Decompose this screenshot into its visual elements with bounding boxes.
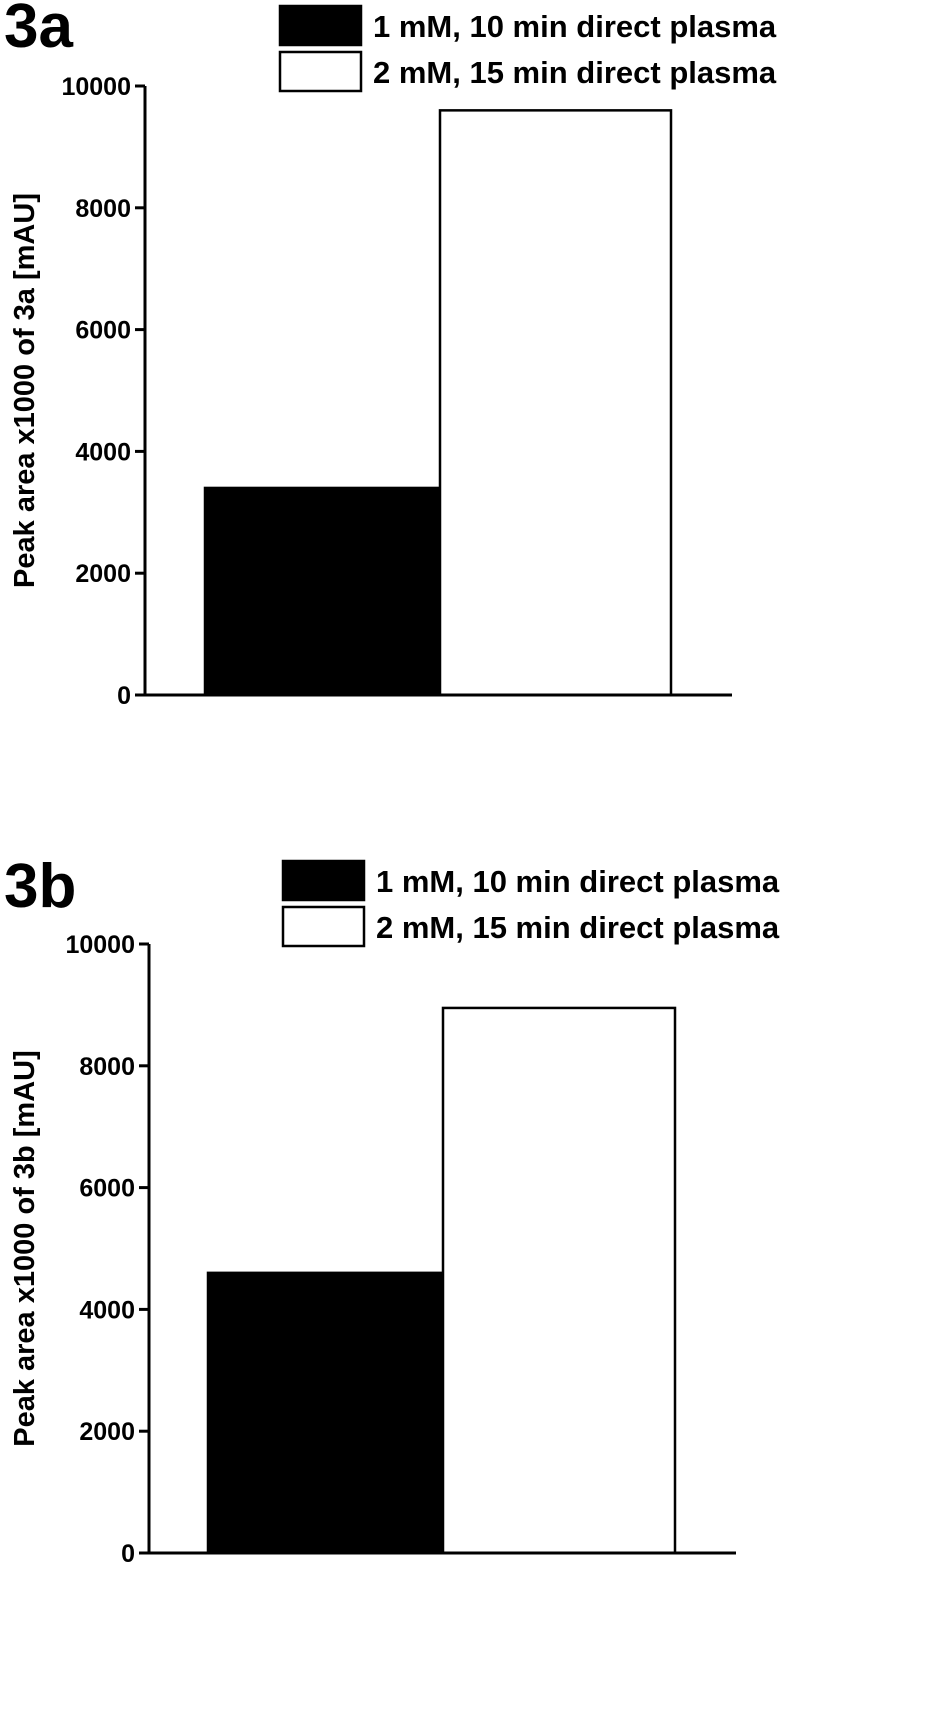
y-tick-label: 0: [117, 682, 131, 710]
legend-swatch: [278, 50, 363, 93]
y-tick-label: 2000: [79, 1418, 135, 1446]
panel-label: 3a: [4, 0, 73, 61]
y-tick-label: 8000: [75, 195, 131, 223]
y-tick-label: 4000: [75, 438, 131, 466]
y-axis-title: Peak area x1000 of 3a [mAU]: [9, 193, 41, 588]
y-tick-label: 8000: [79, 1053, 135, 1081]
bar: [438, 109, 673, 697]
panel-label: 3b: [4, 852, 76, 921]
y-tick-label: 10000: [61, 73, 131, 101]
legend-label: 2 mM, 15 min direct plasma: [373, 55, 777, 90]
legend-swatch: [281, 905, 366, 948]
y-tick-label: 10000: [65, 931, 135, 959]
legend-swatch: [278, 4, 363, 47]
y-axis-title: Peak area x1000 of 3b [mAU]: [9, 1050, 41, 1447]
legend-label: 1 mM, 10 min direct plasma: [376, 864, 780, 899]
bar: [206, 1271, 445, 1555]
legend-label: 1 mM, 10 min direct plasma: [373, 9, 777, 44]
y-tick-label: 6000: [75, 317, 131, 345]
y-tick-label: 2000: [75, 560, 131, 588]
y-tick-label: 4000: [79, 1296, 135, 1324]
chart-panel-3b: 3b 1 mM, 10 min direct plasma 2 mM, 15 min…: [4, 852, 780, 1568]
chart-panel-3a: 3a 1 mM, 10 min direct plasma 2 mM, 15 min…: [4, 0, 777, 710]
legend-label: 2 mM, 15 min direct plasma: [376, 910, 780, 945]
y-tick-label: 6000: [79, 1175, 135, 1203]
y-tick-label: 0: [121, 1540, 135, 1568]
bar: [203, 486, 442, 697]
legend-swatch: [281, 859, 366, 902]
bar: [441, 1006, 677, 1555]
